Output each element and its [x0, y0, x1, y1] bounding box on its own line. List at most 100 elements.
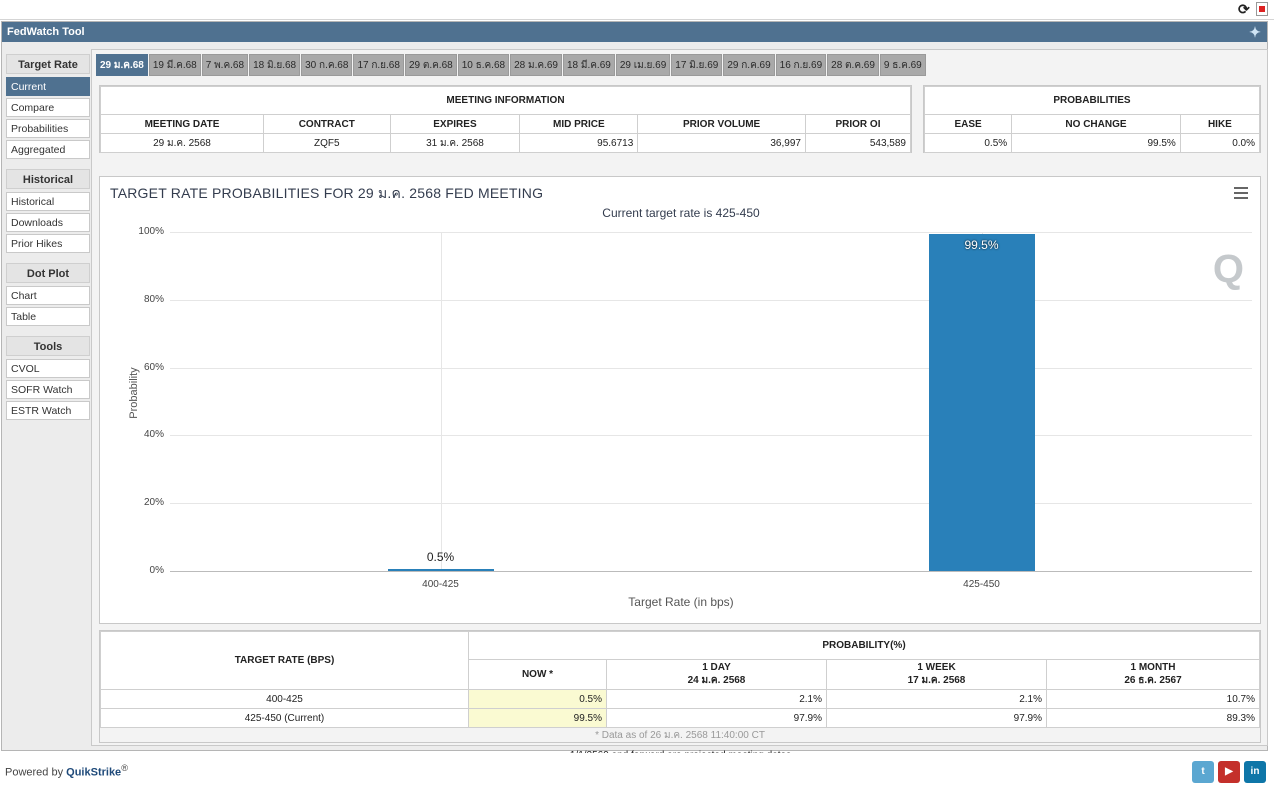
x-tick-label: 400-425	[422, 579, 459, 590]
col-expires: EXPIRES	[389, 114, 521, 134]
sidebar-group-tools: Tools	[6, 336, 90, 356]
sidebar-group-target-rate: Target Rate	[6, 54, 90, 74]
chart-gridline	[170, 232, 1252, 233]
linkedin-social-icon[interactable]: in	[1244, 761, 1266, 783]
sidebar-item-historical[interactable]: Historical	[6, 192, 90, 211]
chart-gridline	[170, 571, 1252, 572]
col-1-week: 1 WEEK 17 ม.ค. 2568	[826, 659, 1047, 690]
chart-subtitle: Current target rate is 425-450	[602, 206, 760, 220]
tab-meeting[interactable]: 28 ต.ค.69	[827, 54, 879, 76]
bar-data-label: 0.5%	[426, 550, 455, 564]
sidebar-item-cvol[interactable]: CVOL	[6, 359, 90, 378]
x-tick-label: 425-450	[963, 579, 1000, 590]
chart-gridline	[170, 367, 1252, 369]
y-tick-label: 40%	[143, 429, 164, 441]
tab-meeting[interactable]: 7 พ.ค.68	[201, 54, 249, 76]
no-change-value: 99.5%	[1011, 133, 1181, 153]
tab-meeting[interactable]: 29 ต.ค.68	[404, 54, 457, 76]
footer: Powered by QuikStrike® t ▶ in	[0, 753, 1274, 788]
table-row: 400-425 0.5% 2.1% 2.1% 10.7%	[100, 689, 1260, 709]
top-toolbar: ⟳	[0, 0, 1274, 20]
tab-meeting[interactable]: 29 เม.ย.69	[615, 54, 671, 76]
fedwatch-window: FedWatch Tool ✦ Target Rate Current Comp…	[1, 21, 1268, 761]
col-prior-oi: PRIOR OI	[804, 114, 912, 134]
probabilities-panel: PROBABILITIES EASE NO CHANGE HIKE 0.5% 9…	[923, 85, 1261, 153]
prior-oi-value: 543,589	[804, 133, 912, 153]
1-week-cell: 2.1%	[826, 689, 1047, 709]
sidebar-item-prior-hikes[interactable]: Prior Hikes	[6, 234, 90, 253]
1-month-cell: 10.7%	[1046, 689, 1260, 709]
data-timestamp-note: * Data as of 26 ม.ค. 2568 11:40:00 CT	[595, 730, 765, 741]
ease-value: 0.5%	[923, 133, 1013, 153]
chart-bar[interactable]	[387, 569, 494, 571]
table-row: 425-450 (Current) 99.5% 97.9% 97.9% 89.3…	[100, 708, 1260, 728]
tab-meeting[interactable]: 16 ก.ย.69	[775, 54, 827, 76]
tab-meeting[interactable]: 19 มี.ค.68	[148, 54, 201, 76]
tab-meeting[interactable]: 17 มิ.ย.69	[671, 54, 723, 76]
sidebar-item-chart[interactable]: Chart	[6, 286, 90, 305]
sidebar-item-current[interactable]: Current	[6, 77, 90, 96]
chart-bar[interactable]	[928, 233, 1035, 571]
tab-meeting[interactable]: 10 ธ.ค.68	[457, 54, 510, 76]
pdf-icon[interactable]	[1256, 2, 1268, 16]
prior-volume-value: 36,997	[637, 133, 806, 153]
now-cell: 99.5%	[468, 708, 607, 728]
meeting-info-panel: MEETING INFORMATION MEETING DATE CONTRAC…	[99, 85, 912, 153]
col-meeting-date: MEETING DATE	[100, 114, 264, 134]
1-month-cell: 89.3%	[1046, 708, 1260, 728]
quikstrike-link[interactable]: QuikStrike	[66, 766, 122, 779]
y-tick-label: 0%	[149, 565, 164, 576]
tab-meeting[interactable]: 29 ก.ค.69	[723, 54, 775, 76]
col-prior-volume: PRIOR VOLUME	[637, 114, 806, 134]
youtube-social-icon[interactable]: ▶	[1218, 761, 1240, 783]
tab-meeting[interactable]: 28 ม.ค.69	[510, 54, 562, 76]
probabilities-header: PROBABILITIES	[924, 86, 1260, 115]
rate-cell: 425-450 (Current)	[100, 708, 469, 728]
quikstrike-watermark-icon: Q	[1212, 247, 1244, 291]
tab-meeting[interactable]: 17 ก.ย.68	[353, 54, 404, 76]
y-tick-label: 100%	[138, 226, 164, 237]
tab-meeting[interactable]: 29 ม.ค.68	[96, 54, 148, 76]
expires-value: 31 ม.ค. 2568	[389, 133, 521, 153]
contract-value: ZQF5	[262, 133, 391, 153]
sidebar-item-aggregated[interactable]: Aggregated	[6, 140, 90, 159]
chart-vgridline	[440, 232, 442, 571]
tab-meeting[interactable]: 30 ก.ค.68	[301, 54, 353, 76]
1-day-cell: 2.1%	[606, 689, 827, 709]
sidebar-group-dot-plot: Dot Plot	[6, 263, 90, 283]
col-1-month: 1 MONTH 26 ธ.ค. 2567	[1046, 659, 1260, 690]
sidebar-group-historical: Historical	[6, 169, 90, 189]
y-tick-label: 80%	[143, 293, 164, 305]
tab-meeting[interactable]: 18 มี.ค.69	[562, 54, 615, 76]
meeting-date-value: 29 ม.ค. 2568	[100, 133, 264, 153]
meeting-info-header: MEETING INFORMATION	[100, 86, 911, 115]
refresh-icon[interactable]: ⟳	[1238, 1, 1250, 17]
twitter-icon[interactable]: ✦	[1249, 24, 1261, 40]
y-tick-label: 60%	[143, 361, 164, 373]
chart-menu-icon[interactable]	[1234, 187, 1248, 199]
col-contract: CONTRACT	[262, 114, 391, 134]
sidebar-item-downloads[interactable]: Downloads	[6, 213, 90, 232]
tab-meeting[interactable]: 18 มิ.ย.68	[249, 54, 301, 76]
chart-gridline	[170, 503, 1252, 505]
chart-gridline	[170, 435, 1252, 437]
probability-group-header: PROBABILITY(%)	[468, 631, 1260, 660]
col-target-rate-bps: TARGET RATE (BPS)	[100, 631, 469, 690]
sidebar-item-estr-watch[interactable]: ESTR Watch	[6, 401, 90, 420]
sidebar-item-table[interactable]: Table	[6, 307, 90, 326]
chart-x-axis-label: Target Rate (in bps)	[628, 595, 734, 609]
col-ease: EASE	[923, 114, 1013, 134]
sidebar-item-probabilities[interactable]: Probabilities	[6, 119, 90, 138]
twitter-social-icon[interactable]: t	[1192, 761, 1214, 783]
sidebar-item-sofr-watch[interactable]: SOFR Watch	[6, 380, 90, 399]
col-now: NOW *	[468, 659, 607, 690]
y-tick-label: 20%	[143, 497, 164, 509]
1-week-cell: 97.9%	[826, 708, 1047, 728]
col-hike: HIKE	[1179, 114, 1261, 134]
sidebar-item-compare[interactable]: Compare	[6, 98, 90, 117]
col-1-day: 1 DAY 24 ม.ค. 2568	[606, 659, 827, 690]
rate-cell: 400-425	[100, 689, 469, 709]
tab-meeting[interactable]: 9 ธ.ค.69	[879, 54, 926, 76]
probability-chart: TARGET RATE PROBABILITIES FOR 29 ม.ค. 25…	[99, 176, 1261, 624]
sidebar: Target Rate Current Compare Probabilitie…	[6, 54, 90, 422]
